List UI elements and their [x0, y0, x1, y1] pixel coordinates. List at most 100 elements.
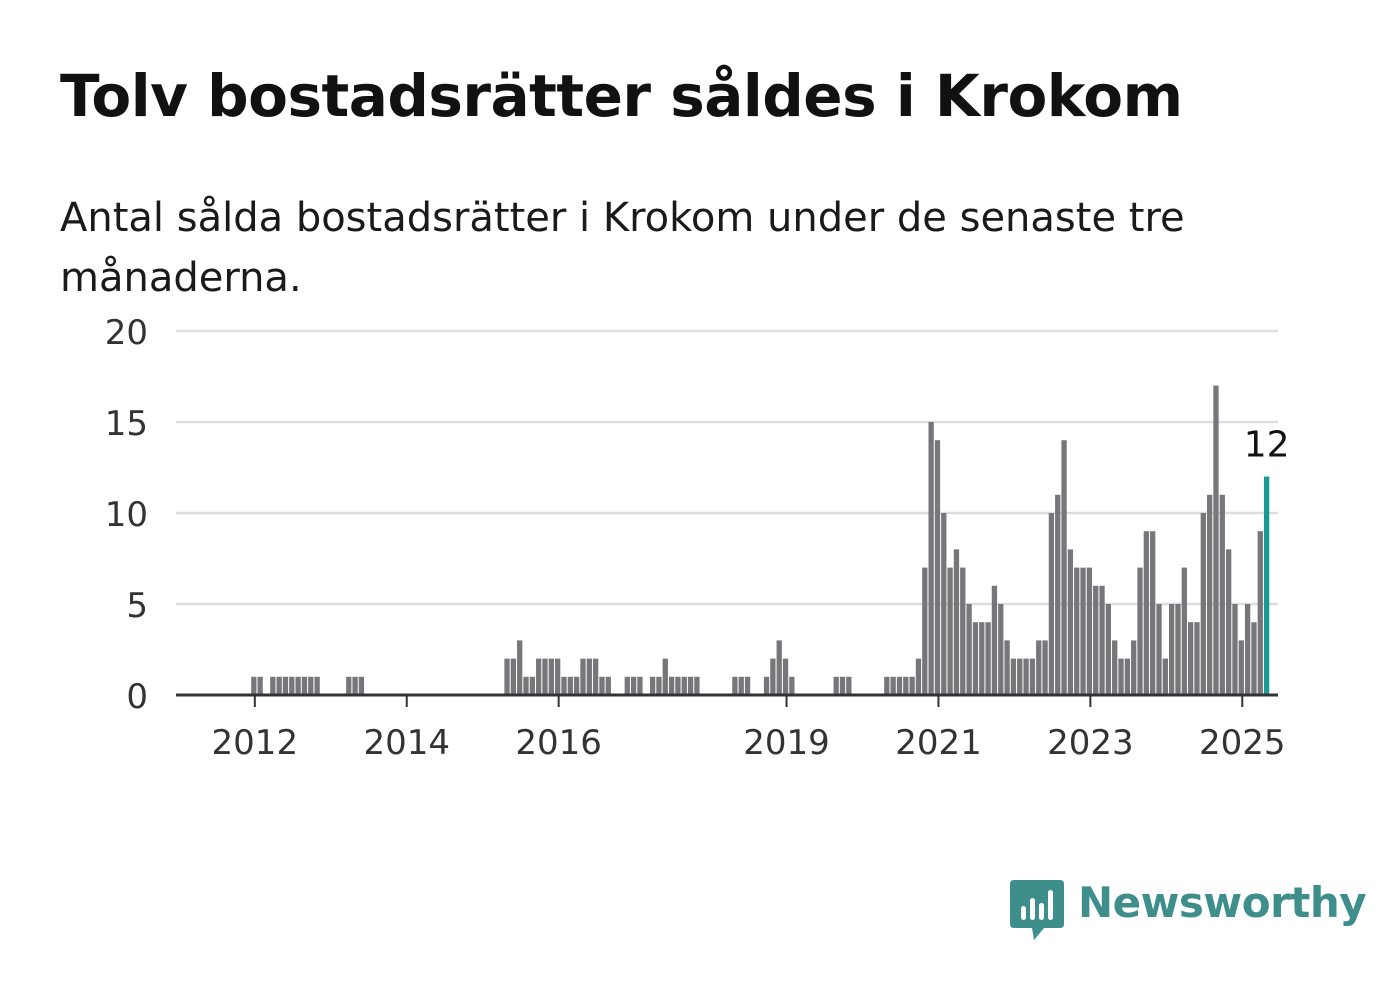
- x-axis-ticks: 2012 2014 2016 2019 2021 2023 2025: [212, 695, 1286, 763]
- newsworthy-logo-icon: [1010, 880, 1064, 940]
- bar: [1150, 531, 1156, 695]
- bar: [308, 676, 314, 695]
- bar: [276, 676, 282, 695]
- bar: [1162, 658, 1168, 695]
- bar: [289, 676, 295, 695]
- brand-name: Newsworthy: [1078, 878, 1367, 927]
- gridlines: [176, 329, 1278, 606]
- bar: [681, 676, 687, 695]
- bar: [580, 658, 586, 695]
- bar: [675, 676, 681, 695]
- bar: [846, 676, 852, 695]
- bar: [624, 676, 630, 695]
- bar: [1074, 567, 1080, 695]
- x-tick-label: 2019: [743, 723, 830, 763]
- bar: [517, 640, 523, 695]
- bar: [1194, 622, 1200, 695]
- bar: [903, 676, 909, 695]
- bar: [1118, 658, 1124, 695]
- bar: [776, 640, 782, 695]
- bar: [1023, 658, 1029, 695]
- bar: [358, 676, 365, 695]
- bar: [574, 676, 580, 695]
- bar: [586, 658, 592, 695]
- bar: [732, 676, 738, 695]
- bar: [972, 622, 979, 695]
- bar: [504, 658, 510, 695]
- bar-highlight: [1263, 476, 1270, 695]
- last-value-label: 12: [1244, 425, 1290, 466]
- bar: [884, 676, 890, 695]
- bar: [536, 658, 542, 695]
- y-tick-label: 15: [105, 404, 148, 444]
- bar: [295, 676, 301, 695]
- bar: [656, 676, 662, 695]
- bar: [1048, 513, 1055, 695]
- bar: [523, 676, 529, 695]
- bar: [979, 622, 985, 695]
- y-tick-label: 5: [126, 586, 148, 626]
- bar: [1251, 622, 1257, 695]
- bar: [1175, 604, 1181, 695]
- bar: [542, 658, 548, 695]
- bar: [1156, 604, 1162, 695]
- bar: [1124, 658, 1131, 695]
- bar: [915, 658, 922, 695]
- bar: [1112, 640, 1118, 695]
- x-tick-label: 2025: [1199, 723, 1286, 763]
- bar: [1169, 604, 1175, 695]
- bar: [561, 676, 567, 695]
- bar: [1238, 640, 1244, 695]
- bar: [352, 676, 358, 695]
- x-tick-label: 2012: [212, 723, 299, 763]
- y-tick-label: 20: [105, 313, 148, 353]
- bar: [605, 676, 611, 695]
- bar: [1257, 531, 1263, 695]
- bar: [637, 676, 643, 695]
- bar: [985, 622, 991, 695]
- bar: [346, 676, 352, 695]
- bar: [1067, 549, 1074, 695]
- bar: [1055, 494, 1061, 695]
- bar: [301, 676, 308, 695]
- chart-title: Tolv bostadsrätter såldes i Krokom: [60, 62, 1183, 130]
- bar: [567, 676, 573, 695]
- x-tick-label: 2023: [1047, 723, 1134, 763]
- bar: [1036, 640, 1042, 695]
- bar: [782, 658, 789, 695]
- bar: [1131, 640, 1137, 695]
- bar: [1225, 549, 1232, 695]
- bar: [839, 676, 846, 695]
- bar: [687, 676, 694, 695]
- bar: [763, 676, 770, 695]
- bar: [510, 658, 516, 695]
- bar: [1086, 567, 1093, 695]
- bar: [1200, 513, 1206, 695]
- bar: [896, 676, 903, 695]
- bar: [1004, 640, 1010, 695]
- bar: [1093, 585, 1099, 695]
- bar: [928, 422, 934, 695]
- bar: [1188, 622, 1194, 695]
- bar: [1213, 385, 1219, 695]
- bar: [953, 549, 960, 695]
- bar: [960, 567, 966, 695]
- bar: [1137, 567, 1143, 695]
- bar: [599, 676, 605, 695]
- bar: [991, 585, 998, 695]
- bar: [1017, 658, 1023, 695]
- bar-chart: 0 5 10 15 20 2012 2014 2016 2019 2021 2023 2025 12: [105, 313, 1290, 763]
- bar: [257, 676, 263, 695]
- y-axis-ticks: 0 5 10 15 20: [105, 313, 148, 717]
- x-tick-label: 2021: [895, 723, 982, 763]
- bar: [314, 676, 320, 695]
- newsworthy-logo: Newsworthy: [1010, 878, 1367, 942]
- bar: [998, 604, 1004, 695]
- bar: [1029, 658, 1036, 695]
- bar: [1143, 531, 1149, 695]
- bar: [1010, 658, 1017, 695]
- chart-subtitle: Antal sålda bostadsrätter i Krokom under…: [60, 195, 1185, 301]
- bar: [909, 676, 915, 695]
- bar: [529, 676, 535, 695]
- bar: [934, 440, 941, 695]
